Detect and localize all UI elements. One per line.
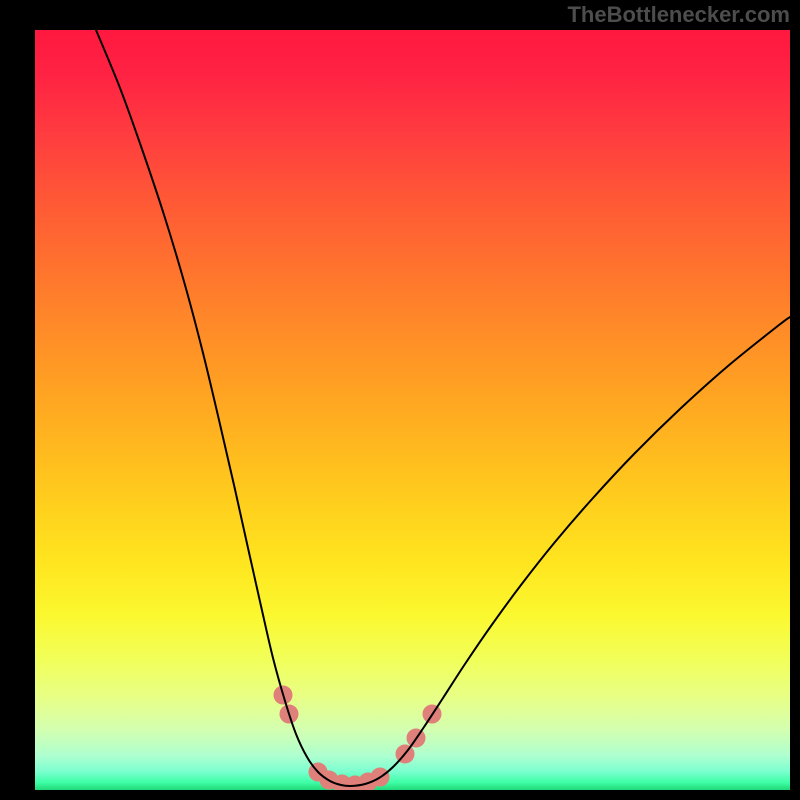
chart-svg: [35, 30, 790, 790]
plot-area: [35, 30, 790, 790]
watermark-text: TheBottlenecker.com: [567, 2, 790, 28]
bottleneck-curve: [96, 30, 790, 786]
